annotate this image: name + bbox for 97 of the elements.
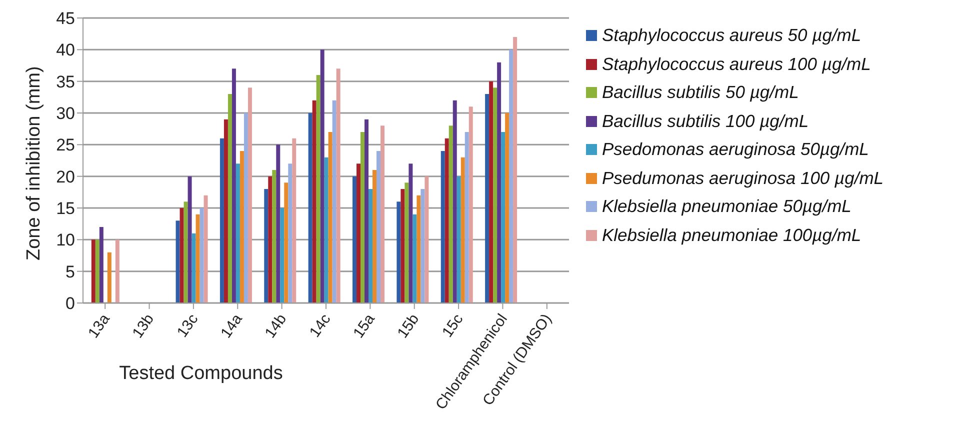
y-tick-label: 25 (56, 136, 75, 155)
legend-label: Bacillus subtilis 100 µg/mL (602, 110, 809, 132)
legend-label: Bacillus subtilis 50 µg/mL (602, 82, 799, 104)
bar (493, 88, 498, 303)
y-tick-label: 10 (56, 230, 75, 250)
legend-label: Staphylococcus aureus 50 µg/mL (602, 25, 862, 46)
bar (188, 176, 192, 303)
legend-label: Psedumonas aeruginosa 100 µg/mL (602, 168, 884, 189)
bar (332, 100, 336, 303)
bar (95, 240, 100, 303)
bar (268, 176, 272, 303)
y-tick-label: 40 (56, 40, 75, 60)
bar (400, 189, 405, 303)
bar (324, 157, 328, 303)
bar (308, 113, 312, 303)
bar (204, 195, 208, 303)
y-tick-label: 45 (56, 9, 75, 28)
x-tick-label: 14a (218, 310, 246, 342)
y-tick-label: 0 (66, 294, 75, 314)
bar (456, 176, 461, 303)
bar (464, 132, 469, 303)
bar (292, 138, 296, 303)
bar (232, 68, 236, 303)
bar (356, 164, 361, 303)
bar (336, 68, 340, 303)
bar (364, 119, 369, 303)
x-tick-label: 14c (306, 310, 334, 341)
bar (180, 208, 184, 303)
bar (200, 208, 204, 303)
bar (509, 50, 514, 303)
bar (192, 233, 196, 303)
y-tick-label: 35 (56, 72, 75, 92)
bar (264, 189, 268, 303)
bar (220, 138, 224, 303)
bar (408, 164, 413, 303)
legend-label: Klebsiella pneumoniae 50µg/mL (602, 196, 852, 218)
bar (452, 100, 457, 303)
bar (320, 50, 324, 303)
bar (497, 62, 502, 303)
bar (99, 227, 104, 303)
x-axis-title: Tested Compounds (119, 363, 283, 384)
bar (505, 113, 510, 303)
bar (316, 75, 320, 303)
bar (404, 182, 409, 303)
bar (115, 240, 120, 303)
bar (444, 138, 449, 303)
bar (248, 88, 252, 303)
bar (424, 176, 429, 303)
bar (448, 126, 453, 303)
y-tick-label: 15 (56, 199, 75, 218)
bar (272, 170, 276, 303)
bar (236, 164, 240, 303)
bar (228, 94, 232, 303)
y-tick-label: 20 (56, 167, 75, 186)
bar (396, 202, 401, 303)
bar (280, 208, 284, 303)
x-tick-label: 14b (262, 310, 290, 342)
bar (360, 132, 365, 303)
bar (288, 164, 292, 303)
bar (501, 132, 506, 303)
x-tick-label: 15a (350, 310, 379, 342)
bar (107, 252, 112, 303)
bar (368, 189, 373, 303)
y-tick-label: 5 (66, 262, 75, 282)
bar (468, 106, 473, 303)
bar (184, 202, 188, 303)
bar (376, 151, 381, 303)
y-tick-label: 30 (56, 104, 75, 124)
legend-label: Staphylococcus aureus 100 µg/mL (602, 54, 871, 75)
bar (312, 100, 316, 303)
x-tick-label: 15b (394, 310, 423, 342)
x-tick-label: 13c (174, 310, 202, 341)
bar (240, 151, 244, 303)
bar (196, 214, 200, 303)
bar (412, 214, 417, 303)
bar (380, 126, 385, 303)
bar (460, 157, 465, 303)
bar (244, 113, 248, 303)
bar (485, 94, 490, 303)
bar (513, 37, 518, 303)
bar (372, 170, 377, 303)
y-axis-title: Zone of inhibition (mm) (24, 66, 45, 260)
bar (328, 132, 332, 303)
bar (420, 189, 425, 303)
bar (416, 195, 421, 303)
bar (352, 176, 357, 303)
legend-label: Psedomonas aeruginosa 50µg/mL (602, 139, 869, 160)
bar (224, 119, 228, 303)
legend-label: Klebsiella pneumoniae 100µg/mL (602, 224, 862, 246)
bar (91, 240, 96, 303)
x-tick-label: 13b (129, 310, 158, 342)
bar (489, 81, 494, 303)
bar (440, 151, 445, 303)
bar (284, 182, 288, 303)
bar (276, 144, 280, 303)
bar (176, 220, 180, 303)
x-tick-label: 13a (85, 310, 114, 342)
